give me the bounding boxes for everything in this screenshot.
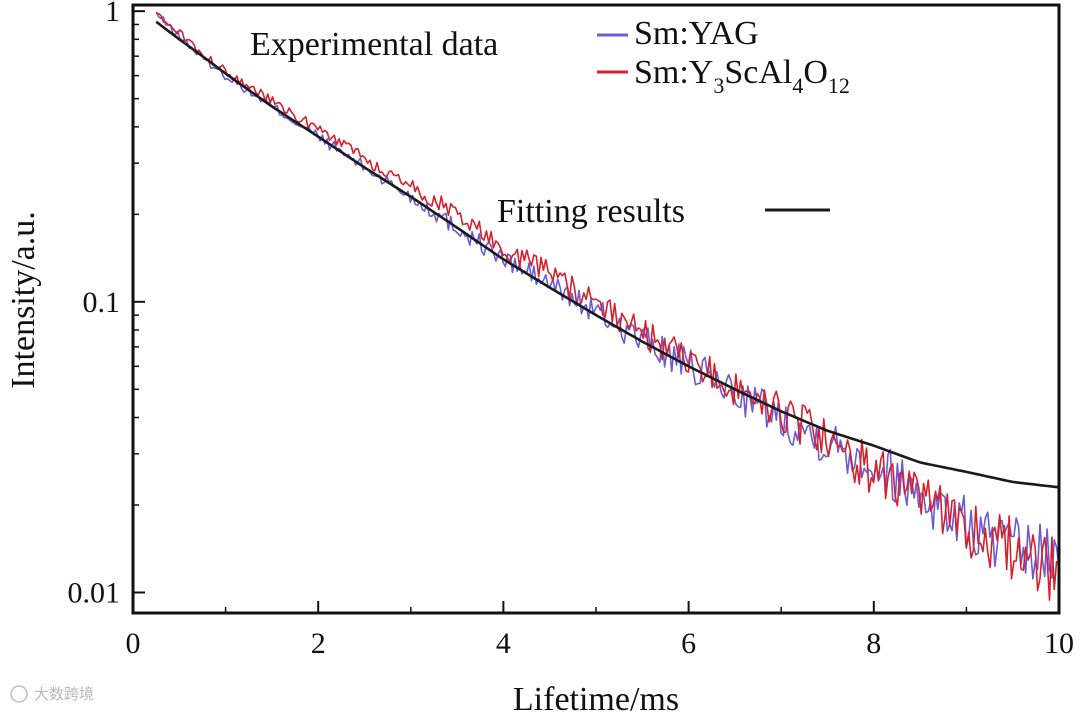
legend-label-sm-y3scal4o12: Sm:Y3ScAl4O12 — [634, 54, 850, 98]
plot-series — [155, 11, 1060, 601]
formula-part: O — [803, 54, 828, 91]
x-tick-label: 10 — [1044, 627, 1074, 660]
legend-label-fitting-results: Fitting results — [497, 193, 685, 230]
y-axis-ticks: 1 0.1 0.01 — [68, 0, 145, 609]
formula-part: ScAl — [724, 54, 792, 91]
watermark-logo-icon — [10, 685, 28, 703]
formula-subscript: 12 — [828, 73, 850, 98]
series-line-fitting-results — [155, 20, 1060, 489]
x-tick-label: 2 — [311, 627, 326, 660]
formula-subscript: 3 — [713, 73, 724, 98]
x-tick-label: 6 — [681, 627, 696, 660]
x-tick-label: 0 — [126, 627, 141, 660]
legend-group-title: Experimental data — [250, 26, 498, 63]
y-tick-label: 1 — [105, 0, 120, 28]
watermark: 大数跨境 — [10, 685, 94, 703]
y-tick-label: 0.01 — [68, 576, 121, 609]
x-tick-label: 8 — [866, 627, 881, 660]
legend-label-sm-yag: Sm:YAG — [634, 15, 759, 52]
legend: Experimental data Sm:YAG Sm:Y3ScAl4O12 F… — [250, 15, 850, 230]
x-tick-label: 4 — [496, 627, 511, 660]
watermark-text: 大数跨境 — [34, 685, 94, 703]
formula-subscript: 4 — [792, 73, 803, 98]
x-axis-title: Lifetime/ms — [513, 681, 679, 717]
y-tick-label: 0.1 — [83, 286, 121, 319]
series-line-sm-y3scal4o12 — [155, 11, 1060, 601]
y-axis-title: Intensity/a.u. — [5, 211, 42, 389]
x-axis-ticks: 0 2 4 6 8 10 — [126, 601, 1074, 660]
formula-part: Sm:Y — [634, 54, 713, 91]
